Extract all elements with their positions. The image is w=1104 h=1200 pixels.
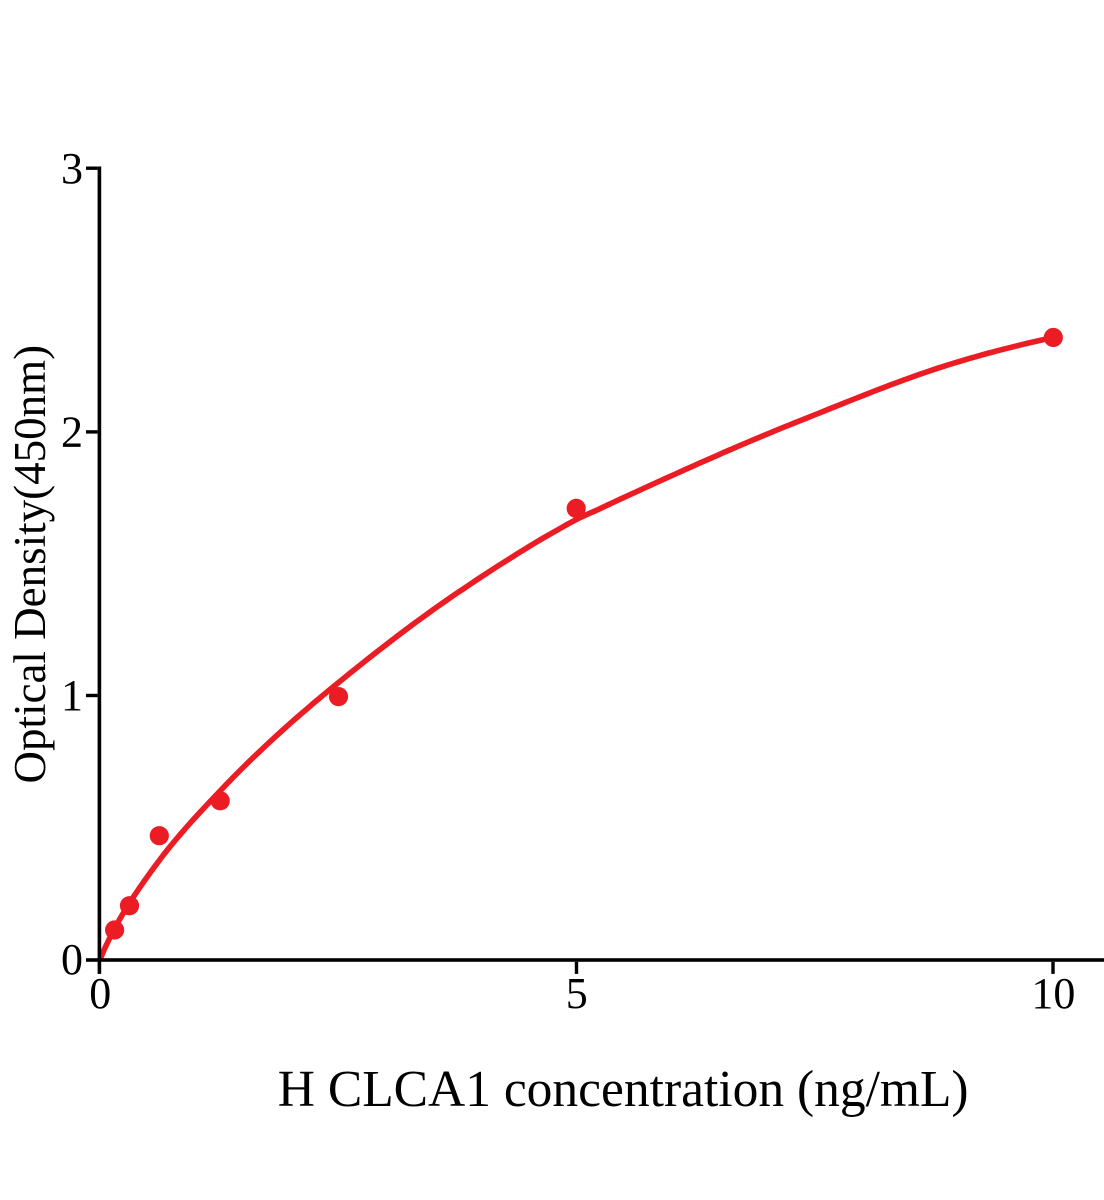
svg-text:10: 10 xyxy=(1031,969,1075,1018)
svg-text:3: 3 xyxy=(61,144,83,193)
svg-text:2: 2 xyxy=(61,407,83,456)
svg-text:0: 0 xyxy=(61,935,83,984)
svg-text:0: 0 xyxy=(89,969,111,1018)
svg-text:5: 5 xyxy=(566,969,588,1018)
svg-text:Optical Density(450nm): Optical Density(450nm) xyxy=(5,345,55,784)
svg-text:1: 1 xyxy=(61,671,83,720)
svg-text:H CLCA1 concentration (ng/mL): H CLCA1 concentration (ng/mL) xyxy=(278,1061,969,1118)
